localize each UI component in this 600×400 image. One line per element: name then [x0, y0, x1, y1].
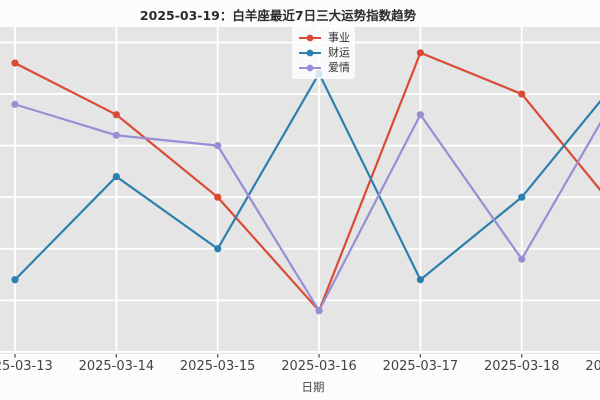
x-tick-label: 2025-03-18 [483, 359, 560, 374]
data-point-marker [11, 100, 19, 108]
legend-line-marker-icon [299, 64, 321, 71]
x-tick-label: 2025-03-15 [179, 359, 256, 374]
chart-title: 2025-03-19：白羊座最近7日三大运势指数趋势 [139, 8, 417, 23]
data-point-marker [416, 111, 424, 119]
legend-item-career: 事业 [298, 30, 350, 45]
x-tick-label: 2025-03-16 [281, 359, 357, 374]
x-tick-label: 2025-03-19 [585, 359, 600, 374]
data-point-marker [214, 193, 222, 201]
legend-item-wealth: 财运 [298, 45, 350, 60]
legend-item-love: 爱情 [298, 60, 350, 75]
data-point-marker [416, 276, 424, 284]
legend: 事业 财运 爱情 [292, 26, 355, 79]
data-point-marker [518, 255, 526, 263]
legend-item-label: 事业 [328, 31, 350, 44]
data-point-marker [11, 276, 19, 284]
x-axis-title: 日期 [301, 380, 325, 394]
data-point-marker [214, 142, 222, 150]
legend-item-label: 财运 [328, 46, 350, 59]
legend-item-label: 爱情 [328, 61, 350, 74]
legend-line-marker-icon [299, 34, 321, 41]
data-point-marker [112, 131, 120, 139]
legend-line-marker-icon [299, 49, 321, 56]
x-tick-label: 2025-03-14 [78, 359, 155, 374]
data-point-marker [416, 49, 424, 57]
data-point-marker [315, 307, 323, 315]
data-point-marker [214, 245, 222, 253]
x-tick-label: 2025-03-17 [382, 359, 459, 374]
data-point-marker [11, 59, 19, 67]
data-point-marker [112, 172, 120, 181]
data-point-marker [112, 111, 120, 119]
data-point-marker [518, 193, 526, 201]
x-tick-label: 2025-03-13 [0, 359, 53, 374]
data-point-marker [518, 90, 526, 98]
